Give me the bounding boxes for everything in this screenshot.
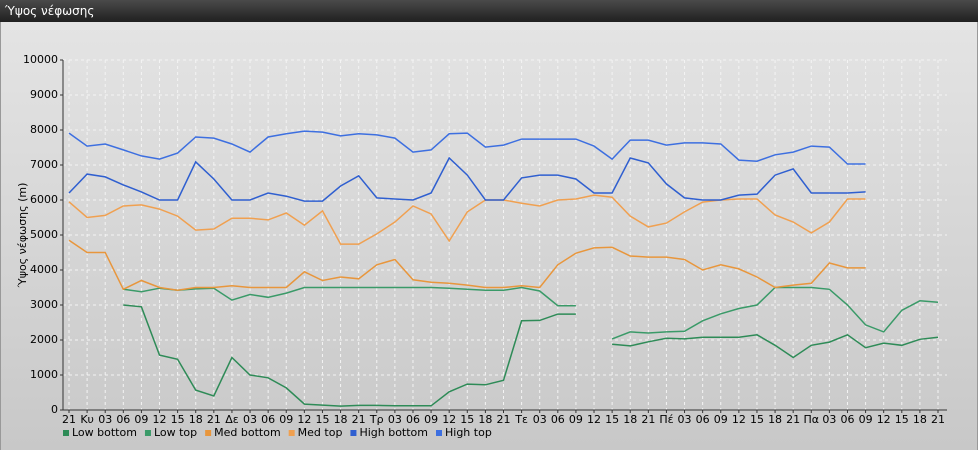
y-tick-label: 6000 bbox=[30, 193, 58, 206]
data-line bbox=[68, 130, 866, 165]
x-tick-label: 06 bbox=[840, 413, 854, 426]
legend-label: High bottom bbox=[359, 426, 428, 439]
x-tick-label: 03 bbox=[533, 413, 547, 426]
x-tick-label: 12 bbox=[732, 413, 746, 426]
x-tick-label: 18 bbox=[768, 413, 782, 426]
x-tick-label: 06 bbox=[116, 413, 130, 426]
x-tick-label: 09 bbox=[714, 413, 728, 426]
x-tick-label: 21 bbox=[641, 413, 655, 426]
x-tick-label: 15 bbox=[171, 413, 185, 426]
data-line bbox=[123, 304, 939, 407]
x-tick-label: 15 bbox=[750, 413, 764, 426]
x-tick-label: 09 bbox=[279, 413, 293, 426]
x-tick-label: 12 bbox=[587, 413, 601, 426]
legend-swatch bbox=[144, 430, 151, 436]
x-tick-label: 06 bbox=[551, 413, 565, 426]
x-tick-label: 09 bbox=[859, 413, 873, 426]
x-tick-label: 06 bbox=[261, 413, 275, 426]
x-tick-label: 03 bbox=[678, 413, 692, 426]
x-tick-label: 18 bbox=[189, 413, 203, 426]
x-tick-label: Δε bbox=[225, 413, 239, 426]
x-tick-label: 12 bbox=[442, 413, 456, 426]
x-tick-label: 03 bbox=[243, 413, 257, 426]
y-tick-label: 1000 bbox=[30, 368, 58, 381]
x-tick-label: Τρ bbox=[369, 413, 384, 426]
legend-swatch bbox=[436, 430, 442, 436]
data-line bbox=[68, 156, 866, 202]
x-tick-label: 21 bbox=[207, 413, 221, 426]
x-tick-label: 12 bbox=[153, 413, 167, 426]
x-tick-label: 15 bbox=[460, 413, 474, 426]
y-tick-label: 9000 bbox=[30, 88, 58, 101]
x-tick-label: Πέ bbox=[659, 413, 673, 426]
window-title: Ύψος νέφωσης bbox=[0, 0, 978, 22]
x-tick-label: 03 bbox=[822, 413, 836, 426]
x-tick-label: Πα bbox=[804, 413, 820, 426]
x-tick-label: 09 bbox=[424, 413, 438, 426]
x-tick-label: 18 bbox=[913, 413, 927, 426]
legend-label: Low bottom bbox=[72, 426, 137, 439]
legend-swatch bbox=[350, 430, 357, 436]
x-tick-label: 09 bbox=[134, 413, 148, 426]
x-tick-label: 03 bbox=[98, 413, 112, 426]
x-tick-label: 15 bbox=[315, 413, 329, 426]
legend-swatch bbox=[205, 430, 212, 436]
x-tick-label: 18 bbox=[623, 413, 637, 426]
x-tick-label: 15 bbox=[895, 413, 909, 426]
x-tick-label: 18 bbox=[334, 413, 348, 426]
x-tick-label: 03 bbox=[388, 413, 402, 426]
x-tick-label: 12 bbox=[297, 413, 311, 426]
x-tick-label: 18 bbox=[478, 413, 492, 426]
x-tick-label: 06 bbox=[696, 413, 710, 426]
x-tick-label: 21 bbox=[497, 413, 511, 426]
y-tick-label: 0 bbox=[51, 403, 58, 416]
x-tick-label: 09 bbox=[569, 413, 583, 426]
x-tick-label: Τε bbox=[514, 413, 528, 426]
x-tick-label: Κυ bbox=[80, 413, 94, 426]
x-tick-label: 15 bbox=[605, 413, 619, 426]
x-tick-label: 12 bbox=[877, 413, 891, 426]
legend-swatch bbox=[288, 430, 295, 436]
legend-label: Low top bbox=[154, 426, 197, 439]
x-tick-label: 21 bbox=[352, 413, 366, 426]
data-line bbox=[123, 286, 939, 340]
legend-label: Med top bbox=[298, 426, 343, 439]
x-tick-label: 06 bbox=[406, 413, 420, 426]
y-axis-label: Ύψος νέφωσης (m) bbox=[16, 183, 29, 289]
y-tick-label: 8000 bbox=[30, 123, 58, 136]
legend-swatch bbox=[63, 430, 69, 436]
chart: Ύψος νέφωσης (m) 0 1000 2000 3000 4000 5000 60… bbox=[0, 22, 978, 450]
legend-label: High top bbox=[445, 426, 492, 439]
data-line bbox=[68, 194, 866, 245]
y-tick-label: 4000 bbox=[30, 263, 58, 276]
x-tick-label: 21 bbox=[62, 413, 76, 426]
y-tick-label: 7000 bbox=[30, 158, 58, 171]
legend-label: Med bottom bbox=[214, 426, 281, 439]
y-tick-label: 10000 bbox=[23, 53, 58, 66]
x-tick-label: 21 bbox=[931, 413, 945, 426]
y-tick-label: 3000 bbox=[30, 298, 58, 311]
x-tick-label: 21 bbox=[786, 413, 800, 426]
y-tick-label: 2000 bbox=[30, 333, 58, 346]
data-line bbox=[68, 239, 866, 292]
y-tick-label: 5000 bbox=[30, 228, 58, 241]
